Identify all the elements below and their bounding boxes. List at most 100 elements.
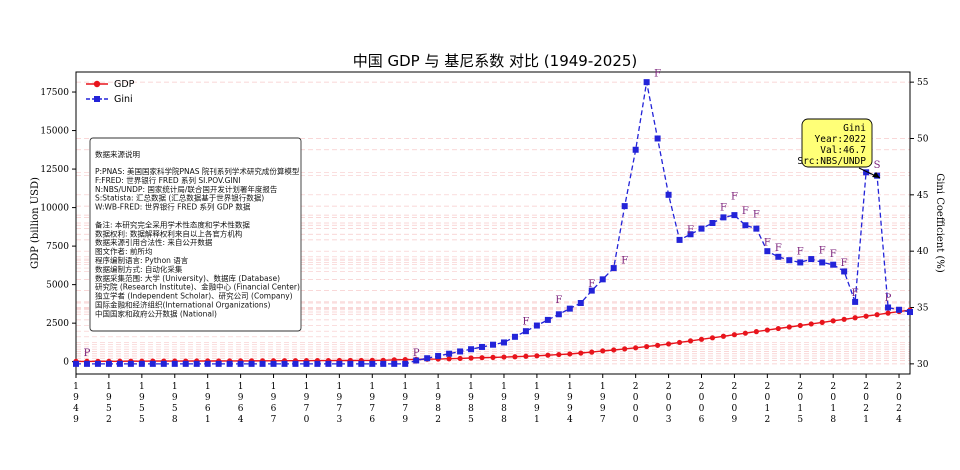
notes-box bbox=[89, 137, 302, 332]
gdp-point bbox=[600, 348, 606, 354]
gdp-point bbox=[611, 347, 617, 353]
notes-line: 图文作者: 前所均 bbox=[95, 246, 152, 256]
gini-point bbox=[226, 360, 233, 367]
source-letter: S bbox=[874, 160, 881, 171]
y-axis-right-label: Gini Coefficient (%) bbox=[934, 173, 945, 273]
notes-line: S:Statista: 汇总数据 (汇总数据基于世界银行数据) bbox=[95, 193, 264, 203]
source-letter: P bbox=[885, 293, 892, 304]
source-letters: PPFFFFFFFFFFFFFFFFFNSP bbox=[84, 69, 892, 359]
gdp-point bbox=[819, 319, 825, 325]
gini-point bbox=[885, 304, 892, 311]
gini-point bbox=[533, 322, 540, 329]
source-letter: P bbox=[84, 348, 91, 359]
gini-point bbox=[160, 360, 167, 367]
gini-point bbox=[687, 231, 694, 238]
y-left-tick-label: 2500 bbox=[46, 319, 69, 329]
y-right-tick-label: 55 bbox=[917, 78, 929, 88]
gini-point bbox=[446, 350, 453, 357]
gini-point bbox=[116, 360, 123, 367]
gini-point bbox=[94, 360, 101, 367]
gini-point bbox=[204, 360, 211, 367]
gdp-point bbox=[446, 356, 452, 362]
gini-point bbox=[511, 333, 518, 340]
gini-point bbox=[610, 265, 617, 272]
gini-point bbox=[468, 346, 475, 353]
notes-line: 数据编制方式: 自动化采集 bbox=[95, 264, 183, 274]
notes-line: N:NBS/UNDP: 国家统计局/联合国开发计划署年度报告 bbox=[95, 184, 278, 194]
gdp-point bbox=[830, 318, 836, 324]
gdp-point bbox=[622, 346, 628, 352]
source-letter: F bbox=[775, 243, 782, 254]
y-right-tick-label: 30 bbox=[917, 360, 929, 370]
gini-point bbox=[544, 316, 551, 323]
gini-point bbox=[149, 360, 156, 367]
gini-point bbox=[215, 360, 222, 367]
gini-point bbox=[325, 360, 332, 367]
y-axis-right: 30 35 40 45 50 55 bbox=[910, 78, 929, 370]
notes-line: 程序编制语言: Python 语言 bbox=[95, 255, 189, 265]
source-letter: F bbox=[841, 258, 848, 269]
gini-point bbox=[555, 311, 562, 318]
gini-point bbox=[281, 360, 288, 367]
notes-line: 独立学者 (Independent Scholar)、研究公司 (Company… bbox=[95, 291, 293, 301]
gdp-point bbox=[863, 313, 869, 319]
gini-point bbox=[632, 146, 639, 153]
gini-point bbox=[479, 343, 486, 350]
gini-point bbox=[490, 341, 496, 348]
gini-point bbox=[292, 360, 299, 367]
gini-point bbox=[237, 360, 244, 367]
gini-point bbox=[500, 339, 507, 346]
y-right-tick-label: 45 bbox=[917, 191, 929, 201]
y-left-tick-label: 12500 bbox=[40, 165, 69, 175]
source-letter: F bbox=[522, 316, 529, 327]
gdp-point bbox=[786, 324, 792, 330]
notes-line: 研究院 (Research Institute)、金融中心 (Financial… bbox=[95, 282, 300, 292]
y-left-tick-label: 0 bbox=[63, 358, 69, 368]
legend-gini-marker bbox=[94, 96, 100, 102]
annotation-line-4: Src:NBS/UNDP bbox=[797, 156, 866, 167]
legend: GDP Gini bbox=[86, 79, 135, 105]
gini-point bbox=[259, 360, 266, 367]
gdp-point bbox=[512, 354, 518, 360]
gdp-point bbox=[633, 345, 639, 351]
gini-point bbox=[105, 360, 112, 367]
gini-point bbox=[391, 360, 398, 367]
gdp-point bbox=[589, 349, 595, 355]
gini-point bbox=[698, 225, 705, 232]
gini-point bbox=[753, 225, 760, 232]
notes-line: 数据来源引用合法性: 来自公开数据 bbox=[95, 237, 213, 247]
gini-point bbox=[413, 357, 420, 364]
gini-point bbox=[358, 360, 365, 367]
gini-point bbox=[83, 360, 90, 367]
gdp-point bbox=[523, 353, 529, 359]
gini-point bbox=[720, 214, 727, 221]
notes-line: 中国国家和政府公开数据 (National) bbox=[95, 308, 217, 318]
y-right-tick-label: 35 bbox=[917, 304, 929, 314]
gdp-point bbox=[885, 310, 891, 316]
source-letter: F bbox=[621, 256, 628, 267]
gini-point bbox=[676, 236, 683, 243]
x-axis: 1 9 4 9 1 9 5 2 1 9 5 5 1 9 5 8 1 9 6 1 1 9 6 4 1 9 6 7 1 9 7 0 1 9 7 3 1 9 7 6… bbox=[73, 374, 902, 425]
gdp-point bbox=[874, 312, 880, 318]
gini-point bbox=[127, 360, 134, 367]
source-letter: F bbox=[555, 295, 562, 306]
notes-line: W:WB-FRED: 世界银行 FRED 系列 GDP 数据 bbox=[95, 202, 251, 212]
gini-point bbox=[424, 355, 431, 362]
gdp-point bbox=[852, 315, 858, 321]
gdp-point bbox=[479, 355, 485, 361]
y-left-tick-label: 17500 bbox=[40, 88, 69, 98]
